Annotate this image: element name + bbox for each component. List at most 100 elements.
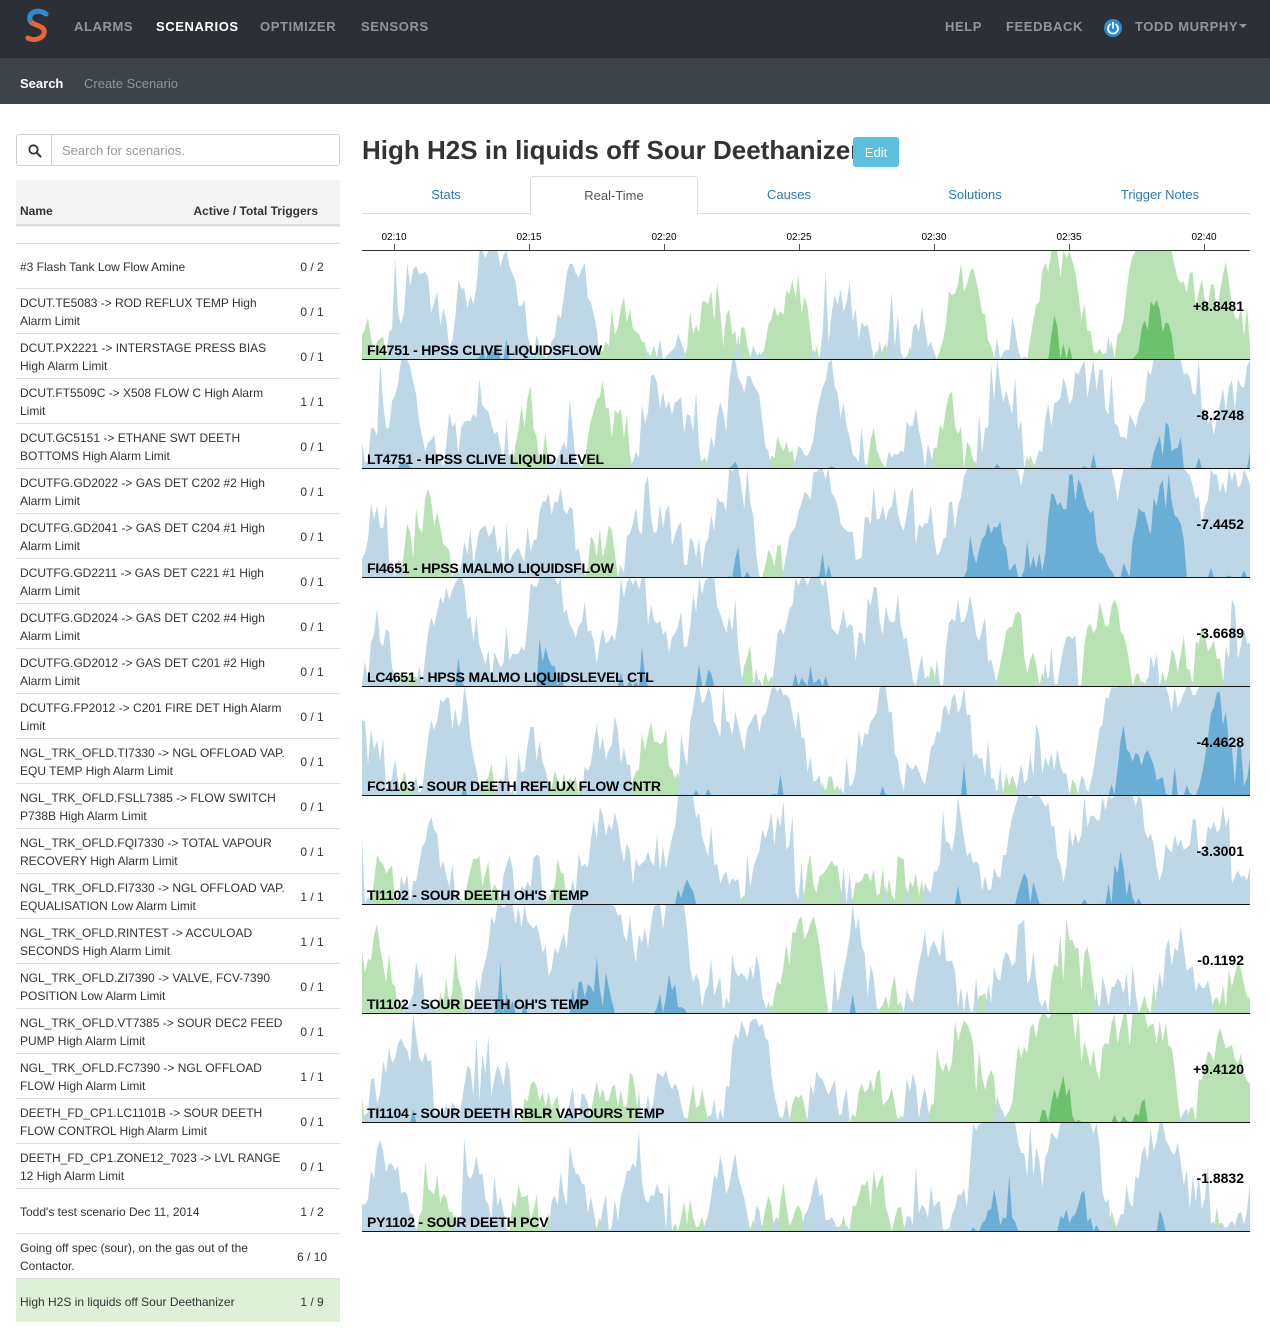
column-header-triggers[interactable]: Active / Total Triggers bbox=[193, 204, 318, 218]
scenario-name: DEETH_FD_CP1.ZONE12_7023 -> LVL RANGE 12… bbox=[20, 1150, 281, 1183]
negative-band-1 bbox=[362, 251, 1250, 359]
list-item[interactable]: DCUTFG.GD2024 -> GAS DET C202 #4 High Al… bbox=[16, 603, 340, 648]
search-button[interactable] bbox=[16, 134, 52, 166]
list-item[interactable]: NGL_TRK_OFLD.ZI7390 -> VALVE, FCV-7390 P… bbox=[16, 963, 340, 1008]
nav-optimizer[interactable]: OPTIMIZER bbox=[260, 19, 337, 34]
list-item[interactable]: DCUTFG.GD2041 -> GAS DET C204 #1 High Al… bbox=[16, 513, 340, 558]
list-item[interactable]: NGL_TRK_OFLD.FSLL7385 -> FLOW SWITCH P73… bbox=[16, 783, 340, 828]
edit-button[interactable]: Edit bbox=[853, 137, 899, 167]
scenario-name: #3 Flash Tank Low Flow Amine bbox=[20, 259, 186, 274]
scenario-list-header: Name Active / Total Triggers bbox=[16, 180, 340, 226]
list-item[interactable]: DCUTFG.GD2012 -> GAS DET C201 #2 High Al… bbox=[16, 648, 340, 693]
nav-help[interactable]: HELP bbox=[945, 19, 983, 34]
trigger-count: 0 / 1 bbox=[300, 484, 324, 499]
tab-bar: Stats Real-Time Causes Solutions Trigger… bbox=[362, 176, 1250, 215]
horizon-area bbox=[362, 578, 1250, 686]
list-item[interactable]: NGL_TRK_OFLD.FC7390 -> NGL OFFLOAD FLOW … bbox=[16, 1053, 340, 1098]
s-logo-icon[interactable] bbox=[22, 8, 54, 44]
trigger-count: 0 / 2 bbox=[300, 259, 324, 274]
scenario-name: DCUT.FT5509C -> X508 FLOW C High Alarm L… bbox=[20, 385, 264, 418]
horizon-row[interactable]: FI4751 - HPSS CLIVE LIQUIDSFLOW +8.8481 bbox=[362, 251, 1250, 360]
positive-band-1 bbox=[362, 916, 1250, 1013]
list-item[interactable]: DCUT.FT5509C -> X508 FLOW C High Alarm L… bbox=[16, 378, 340, 423]
scenario-name: DCUT.PX2221 -> INTERSTAGE PRESS BIAS Hig… bbox=[20, 340, 267, 373]
horizon-row[interactable]: LC4651 - HPSS MALMO LIQUIDSLEVEL CTL -3.6… bbox=[362, 578, 1250, 687]
negative-band-2 bbox=[362, 422, 1250, 468]
x-tick-label: 02:35 bbox=[1056, 232, 1082, 243]
series-label: LT4751 - HPSS CLIVE LIQUID LEVEL bbox=[367, 451, 604, 467]
horizon-row[interactable]: TI1102 - SOUR DEETH OH'S TEMP -0.1192 bbox=[362, 905, 1250, 1014]
scenario-name: DEETH_FD_CP1.LC1101B -> SOUR DEETH FLOW … bbox=[20, 1105, 263, 1138]
series-label: FI4651 - HPSS MALMO LIQUIDSFLOW bbox=[367, 560, 614, 576]
column-header-name[interactable]: Name bbox=[20, 204, 53, 218]
x-tick-mark bbox=[1069, 244, 1070, 250]
subnav-search[interactable]: Search bbox=[20, 76, 64, 91]
negative-band-2 bbox=[362, 956, 1250, 1013]
list-item[interactable]: DCUT.TE5083 -> ROD REFLUX TEMP High Alar… bbox=[16, 288, 340, 333]
horizon-area bbox=[362, 1123, 1250, 1231]
trigger-count: 0 / 1 bbox=[300, 1024, 324, 1039]
x-tick-mark bbox=[529, 244, 530, 250]
list-item[interactable]: Going off spec (sour), on the gas out of… bbox=[16, 1233, 340, 1278]
search-icon bbox=[28, 144, 42, 158]
time-axis: 02:10 02:15 02:20 02:25 02:30 02:35 02:40 bbox=[362, 224, 1250, 251]
horizon-row[interactable]: PY1102 - SOUR DEETH PCV -1.8832 bbox=[362, 1123, 1250, 1232]
list-item[interactable]: DCUTFG.GD2211 -> GAS DET C221 #1 High Al… bbox=[16, 558, 340, 603]
x-tick-mark bbox=[664, 244, 665, 250]
tab-causes[interactable]: Causes bbox=[766, 187, 812, 202]
user-menu[interactable]: TODD MURPHY bbox=[1135, 19, 1239, 34]
series-value: -4.4628 bbox=[1196, 734, 1244, 750]
list-item[interactable]: DCUT.GC5151 -> ETHANE SWT DEETH BOTTOMS … bbox=[16, 423, 340, 468]
list-item[interactable]: NGL_TRK_OFLD.FQI7330 -> TOTAL VAPOUR REC… bbox=[16, 828, 340, 873]
list-item[interactable]: #3 Flash Tank Low Flow Amine 0 / 2 bbox=[16, 243, 340, 288]
negative-band-2 bbox=[362, 474, 1250, 577]
scenario-name: NGL_TRK_OFLD.FC7390 -> NGL OFFLOAD FLOW … bbox=[20, 1060, 262, 1093]
tab-solutions[interactable]: Solutions bbox=[948, 187, 1002, 202]
series-value: -0.1192 bbox=[1197, 952, 1244, 968]
tab-trigger-notes[interactable]: Trigger Notes bbox=[1120, 187, 1200, 202]
scenario-name: NGL_TRK_OFLD.ZI7390 -> VALVE, FCV-7390 P… bbox=[20, 970, 270, 1003]
horizon-area bbox=[362, 251, 1250, 359]
trigger-count: 6 / 10 bbox=[296, 1249, 328, 1264]
search-input[interactable] bbox=[51, 134, 340, 166]
list-item[interactable]: DCUTFG.FP2012 -> C201 FIRE DET High Alar… bbox=[16, 693, 340, 738]
list-item[interactable]: DEETH_FD_CP1.LC1101B -> SOUR DEETH FLOW … bbox=[16, 1098, 340, 1143]
x-tick-label: 02:15 bbox=[516, 232, 542, 243]
nav-alarms[interactable]: ALARMS bbox=[74, 19, 134, 34]
x-tick-mark bbox=[394, 244, 395, 250]
scenario-name: Todd's test scenario Dec 11, 2014 bbox=[20, 1204, 200, 1219]
list-item[interactable]: Todd's test scenario Dec 11, 2014 1 / 2 bbox=[16, 1188, 340, 1233]
horizon-row[interactable]: FI4651 - HPSS MALMO LIQUIDSFLOW -7.4452 bbox=[362, 469, 1250, 578]
list-item-selected[interactable]: High H2S in liquids off Sour Deethanizer… bbox=[16, 1278, 340, 1322]
list-item[interactable]: DCUT.PX2221 -> INTERSTAGE PRESS BIAS Hig… bbox=[16, 333, 340, 378]
scenario-name: NGL_TRK_OFLD.VT7385 -> SOUR DEC2 FEED PU… bbox=[20, 1015, 283, 1048]
series-value: -3.6689 bbox=[1196, 625, 1244, 641]
list-item[interactable]: NGL_TRK_OFLD.RINTEST -> ACCULOAD SECONDS… bbox=[16, 918, 340, 963]
horizon-row[interactable]: LT4751 - HPSS CLIVE LIQUID LEVEL -8.2748 bbox=[362, 360, 1250, 469]
list-item[interactable]: NGL_TRK_OFLD.TI7330 -> NGL OFFLOAD VAP. … bbox=[16, 738, 340, 783]
subnav-create-scenario[interactable]: Create Scenario bbox=[84, 76, 178, 91]
nav-feedback[interactable]: FEEDBACK bbox=[1006, 19, 1084, 34]
power-icon[interactable] bbox=[1104, 19, 1122, 37]
trigger-count: 0 / 1 bbox=[300, 844, 324, 859]
list-item[interactable]: DEETH_FD_CP1.ZONE12_7023 -> LVL RANGE 12… bbox=[16, 1143, 340, 1188]
horizon-row[interactable]: TI1104 - SOUR DEETH RBLR VAPOURS TEMP +9.… bbox=[362, 1014, 1250, 1123]
nav-sensors[interactable]: SENSORS bbox=[361, 19, 429, 34]
scenario-name: NGL_TRK_OFLD.FQI7330 -> TOTAL VAPOUR REC… bbox=[20, 835, 272, 868]
list-item[interactable]: NGL_TRK_OFLD.FI7330 -> NGL OFFLOAD VAP. … bbox=[16, 873, 340, 918]
tab-real-time[interactable]: Real-Time bbox=[530, 176, 698, 215]
top-navbar: ALARMS SCENARIOS OPTIMIZER SENSORS HELP … bbox=[0, 0, 1270, 58]
series-label: TI1102 - SOUR DEETH OH'S TEMP bbox=[367, 887, 589, 903]
chevron-down-icon[interactable] bbox=[1239, 24, 1247, 28]
positive-band-1 bbox=[362, 1014, 1250, 1122]
scenario-list[interactable]: #3 Flash Tank Low Flow Amine 0 / 2 DCUT.TE… bbox=[16, 226, 340, 1322]
horizon-row[interactable]: TI1102 - SOUR DEETH OH'S TEMP -3.3001 bbox=[362, 796, 1250, 905]
tab-stats[interactable]: Stats bbox=[431, 187, 461, 202]
trigger-count: 0 / 1 bbox=[300, 349, 324, 364]
nav-scenarios[interactable]: SCENARIOS bbox=[156, 19, 239, 34]
horizon-row[interactable]: FC1103 - SOUR DEETH REFLUX FLOW CNTR -4.4… bbox=[362, 687, 1250, 796]
x-tick-mark bbox=[1204, 244, 1205, 250]
list-item[interactable]: NGL_TRK_OFLD.VT7385 -> SOUR DEC2 FEED PU… bbox=[16, 1008, 340, 1053]
list-item[interactable]: DCUTFG.GD2022 -> GAS DET C202 #2 High Al… bbox=[16, 468, 340, 513]
negative-band-1 bbox=[362, 905, 1250, 1013]
